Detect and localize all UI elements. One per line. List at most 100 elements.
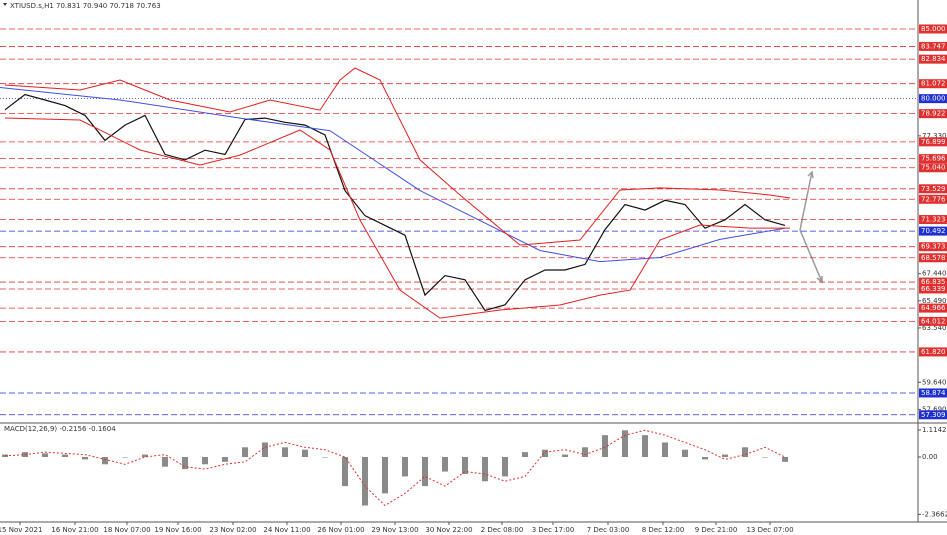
macd-bar xyxy=(782,456,788,462)
macd-bar xyxy=(522,452,528,457)
macd-bar xyxy=(42,453,48,457)
macd-bar xyxy=(482,456,488,482)
menu-arrow[interactable] xyxy=(3,3,7,6)
macd-bar xyxy=(542,449,548,457)
level-label: 73.529 xyxy=(921,185,946,193)
macd-bar xyxy=(722,454,728,457)
x-tick-label: 19 Nov 16:00 xyxy=(154,526,201,534)
level-tag xyxy=(919,109,947,119)
x-tick-label: 23 Nov 02:00 xyxy=(209,526,256,534)
x-tick-label: 26 Nov 01:00 xyxy=(317,526,364,534)
x-tick-label: 29 Nov 13:00 xyxy=(371,526,418,534)
level-tag xyxy=(919,242,947,252)
x-tick-label: 7 Dec 03:00 xyxy=(587,526,630,534)
level-tag xyxy=(919,154,947,164)
x-tick-label: 3 Dec 17:00 xyxy=(532,526,575,534)
level-label: 80.000 xyxy=(921,95,946,103)
macd-bar xyxy=(382,456,388,494)
level-tag xyxy=(919,388,947,398)
level-label: 64.012 xyxy=(921,317,946,325)
price-line xyxy=(0,87,786,263)
level-label: 72.776 xyxy=(921,195,946,203)
y-tick-label: 0.00 xyxy=(922,453,938,461)
level-tag xyxy=(919,94,947,104)
level-tag xyxy=(919,316,947,326)
level-tag xyxy=(919,277,947,287)
x-tick-label: 13 Dec 07:00 xyxy=(746,526,793,534)
y-tick-label: 65.490 xyxy=(922,297,947,305)
y-tick-label: 63.540 xyxy=(922,324,947,332)
macd-bar xyxy=(702,456,708,460)
macd-bar xyxy=(442,456,448,472)
level-label: 70.492 xyxy=(921,227,946,235)
x-tick-label: 16 Nov 21:00 xyxy=(51,526,98,534)
macd-bar xyxy=(122,456,128,458)
level-tag xyxy=(919,226,947,236)
level-label: 61.820 xyxy=(921,348,946,356)
projection-arrows xyxy=(799,170,823,284)
macd-bar xyxy=(62,454,68,457)
level-tag xyxy=(919,253,947,263)
macd-bar xyxy=(322,456,328,458)
macd-bar xyxy=(682,449,688,457)
level-label: 57.309 xyxy=(921,411,946,419)
macd-bar xyxy=(82,456,88,460)
level-tag xyxy=(919,184,947,194)
level-label: 58.874 xyxy=(921,389,946,397)
level-tag xyxy=(919,137,947,147)
x-tick-label: 8 Dec 12:00 xyxy=(642,526,685,534)
macd-bar xyxy=(502,456,508,477)
level-tag xyxy=(919,79,947,89)
x-tick-label: 2 Dec 08:00 xyxy=(481,526,524,534)
macd-bar xyxy=(222,456,228,462)
macd-bar xyxy=(742,447,748,457)
macd-bar xyxy=(762,456,768,458)
macd-bar xyxy=(562,454,568,457)
level-label: 85.000 xyxy=(921,25,946,33)
level-label: 69.373 xyxy=(921,243,946,251)
macd-bar xyxy=(282,447,288,457)
macd-bar xyxy=(622,430,628,457)
level-label: 66.835 xyxy=(921,278,946,286)
x-tick-label: 15 Nov 2021 xyxy=(0,526,42,534)
level-tag xyxy=(919,410,947,420)
level-label: 71.323 xyxy=(921,216,946,224)
macd-bar xyxy=(262,442,268,457)
y-tick-label: 57.690 xyxy=(922,405,947,413)
x-tick-label: 30 Nov 22:00 xyxy=(425,526,472,534)
level-tag xyxy=(919,194,947,204)
signal-line xyxy=(4,429,786,507)
macd-bar xyxy=(402,456,408,477)
price-line xyxy=(4,93,786,312)
level-label: 64.966 xyxy=(921,304,946,312)
macd-bar xyxy=(642,435,648,457)
macd-bar xyxy=(602,435,608,457)
macd-bar xyxy=(182,456,188,470)
level-label: 83.747 xyxy=(921,42,946,50)
level-label: 82.834 xyxy=(921,55,946,63)
level-label: 75.040 xyxy=(921,164,946,172)
price-line xyxy=(4,67,791,246)
chart-title: XTIUSD.s,H1 70.831 70.940 70.718 70.763 xyxy=(10,2,161,10)
level-tag xyxy=(919,284,947,294)
macd-bar xyxy=(302,449,308,457)
macd-bar xyxy=(422,456,428,487)
macd-title: MACD(12,26,9) -0.2156 -0.1604 xyxy=(4,425,116,433)
level-tag xyxy=(919,24,947,34)
y-tick-label: 77.330 xyxy=(922,132,947,140)
macd-bar xyxy=(162,456,168,467)
macd-bar xyxy=(342,456,348,487)
y-tick-label: -2.3662 xyxy=(922,510,947,518)
y-tick-label: 59.640 xyxy=(922,378,947,386)
macd-bar xyxy=(362,456,368,506)
macd-bar xyxy=(582,447,588,457)
x-tick-label: 18 Nov 07:00 xyxy=(103,526,150,534)
level-label: 78.922 xyxy=(921,110,946,118)
macd-bar xyxy=(102,456,108,465)
level-tag xyxy=(919,163,947,173)
price-line xyxy=(4,117,790,319)
level-label: 81.072 xyxy=(921,80,946,88)
level-label: 75.696 xyxy=(921,155,946,163)
level-tag xyxy=(919,215,947,225)
